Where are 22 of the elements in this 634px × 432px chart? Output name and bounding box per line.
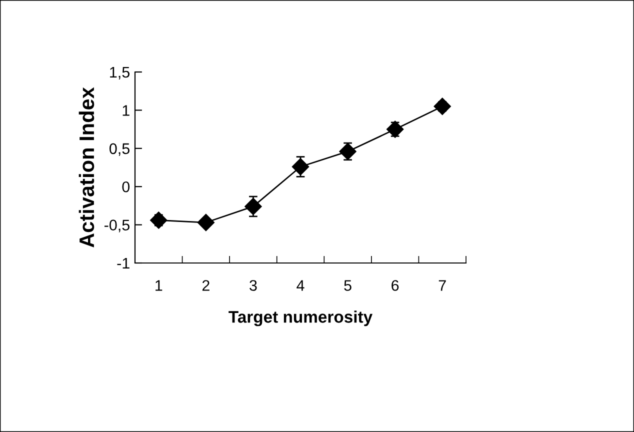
y-tick-label: -1 (117, 258, 130, 269)
point (339, 142, 356, 160)
y-tick-label: 0,5 (110, 143, 130, 156)
y-tick-label: 1 (122, 105, 130, 116)
x-tick-label: 5 (344, 280, 352, 291)
point (197, 214, 214, 232)
point (292, 158, 310, 176)
point (150, 212, 168, 229)
x-tick-label: 1 (156, 280, 162, 291)
x-tick-label: 7 (438, 280, 446, 291)
x-tick-label: 3 (250, 280, 257, 291)
x-tick-label: 4 (296, 280, 304, 291)
y-tick-label: 0 (122, 181, 130, 192)
x-tick-label: 2 (202, 280, 210, 291)
x-tick-label: 6 (392, 280, 399, 291)
y-tick-label: 1,5 (110, 67, 130, 80)
point (386, 120, 404, 138)
x-axis-title: Target numerosity (228, 310, 372, 326)
point (434, 98, 451, 115)
y-tick-label: -0,5 (104, 220, 130, 232)
y-axis-title: Activation Index (78, 87, 94, 248)
point (244, 198, 262, 216)
